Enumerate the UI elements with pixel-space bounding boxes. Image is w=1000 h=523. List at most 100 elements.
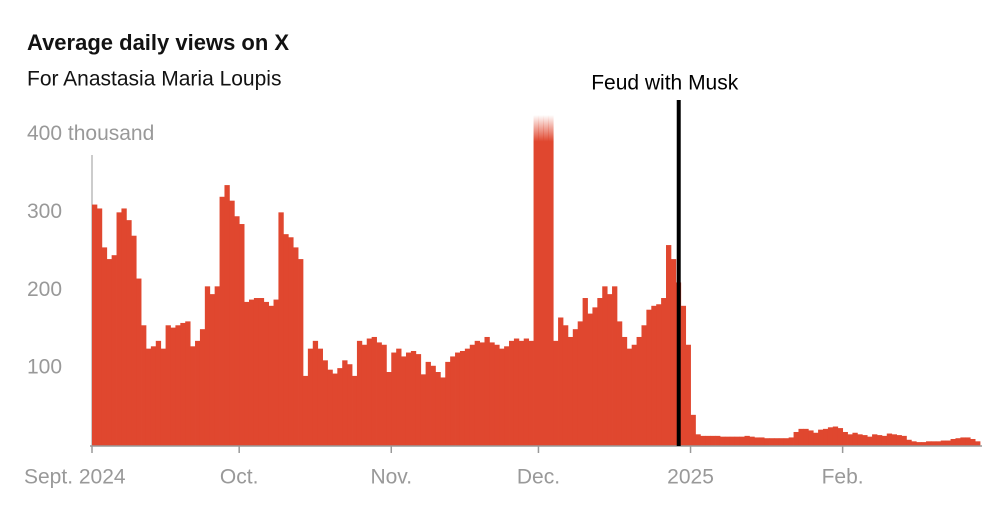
bar — [970, 438, 976, 446]
bar — [729, 436, 736, 446]
bar — [705, 435, 711, 446]
bar — [567, 336, 574, 446]
bar — [528, 340, 534, 446]
bar — [827, 427, 834, 446]
bar — [332, 373, 338, 446]
bar — [862, 435, 868, 446]
bar — [464, 348, 471, 446]
bar — [739, 436, 745, 446]
bar — [710, 435, 716, 446]
bar — [656, 304, 662, 446]
bar — [896, 435, 902, 446]
bar — [229, 200, 235, 446]
y-tick-label: 300 — [27, 200, 62, 223]
bar — [950, 438, 956, 446]
bar — [288, 237, 294, 446]
bar — [425, 361, 431, 446]
bar — [832, 426, 839, 446]
bar — [965, 437, 971, 446]
bar — [141, 325, 147, 446]
bar — [572, 329, 579, 446]
bar — [489, 342, 495, 446]
bar — [263, 301, 270, 446]
x-tick-label: Nov. — [370, 466, 412, 489]
bar — [626, 348, 633, 446]
bar — [597, 298, 603, 446]
bar — [352, 375, 358, 446]
x-tick-label: Oct. — [220, 466, 259, 489]
bar — [327, 369, 333, 446]
bar — [823, 428, 829, 446]
bar — [538, 115, 544, 446]
bar — [930, 441, 937, 446]
y-tick-label: 100 — [27, 356, 62, 379]
bar — [219, 196, 225, 446]
bar — [440, 377, 446, 446]
bar — [867, 436, 873, 446]
bar — [666, 245, 672, 446]
bar — [450, 356, 456, 446]
bar — [641, 325, 647, 446]
bar — [342, 360, 348, 446]
bar — [891, 434, 897, 446]
bar — [769, 438, 775, 446]
bar — [837, 428, 844, 446]
bar — [361, 344, 368, 446]
bar — [724, 436, 731, 446]
bar — [312, 340, 319, 446]
bar — [680, 305, 687, 446]
bar — [445, 361, 451, 446]
bar — [317, 348, 323, 446]
bar — [960, 437, 966, 446]
bar — [391, 352, 397, 446]
x-tick-label: Sept. 2024 — [24, 466, 126, 489]
bar — [420, 374, 427, 446]
bar — [145, 348, 152, 446]
bar — [803, 428, 809, 446]
bar — [955, 438, 961, 446]
bar — [415, 354, 422, 446]
bar — [852, 432, 858, 446]
bar — [278, 212, 284, 446]
bar — [155, 340, 162, 446]
bar — [773, 438, 780, 446]
bar — [886, 433, 893, 446]
bar — [562, 325, 569, 446]
bar — [509, 340, 515, 446]
bar — [381, 344, 387, 446]
bar — [405, 352, 412, 446]
bar — [484, 336, 490, 446]
bar — [234, 216, 240, 446]
bar — [690, 414, 696, 446]
bar — [165, 325, 171, 446]
y-tick-label: 400 thousand — [27, 122, 154, 145]
bar — [646, 309, 652, 446]
bar — [670, 259, 677, 446]
bar — [695, 434, 701, 446]
bar — [798, 428, 804, 446]
bar — [523, 338, 530, 446]
bar — [921, 442, 927, 446]
annotation-label: Feud with Musk — [591, 72, 739, 95]
bar — [101, 247, 108, 446]
bar — [494, 344, 500, 446]
bar — [616, 321, 623, 446]
bar — [587, 313, 593, 446]
bar — [607, 294, 613, 446]
bar — [558, 317, 564, 446]
bar — [302, 375, 309, 446]
bar — [945, 440, 951, 446]
bar — [268, 305, 274, 446]
bar — [876, 435, 883, 446]
bar — [283, 234, 289, 446]
bar — [759, 437, 765, 446]
bar — [818, 429, 824, 446]
bar — [975, 441, 981, 446]
bar — [881, 435, 888, 446]
chart-title: Average daily views on X — [27, 30, 289, 55]
bar — [150, 346, 157, 446]
bar — [430, 365, 436, 446]
bar — [244, 301, 250, 446]
bar — [754, 437, 760, 446]
bar — [504, 346, 510, 446]
